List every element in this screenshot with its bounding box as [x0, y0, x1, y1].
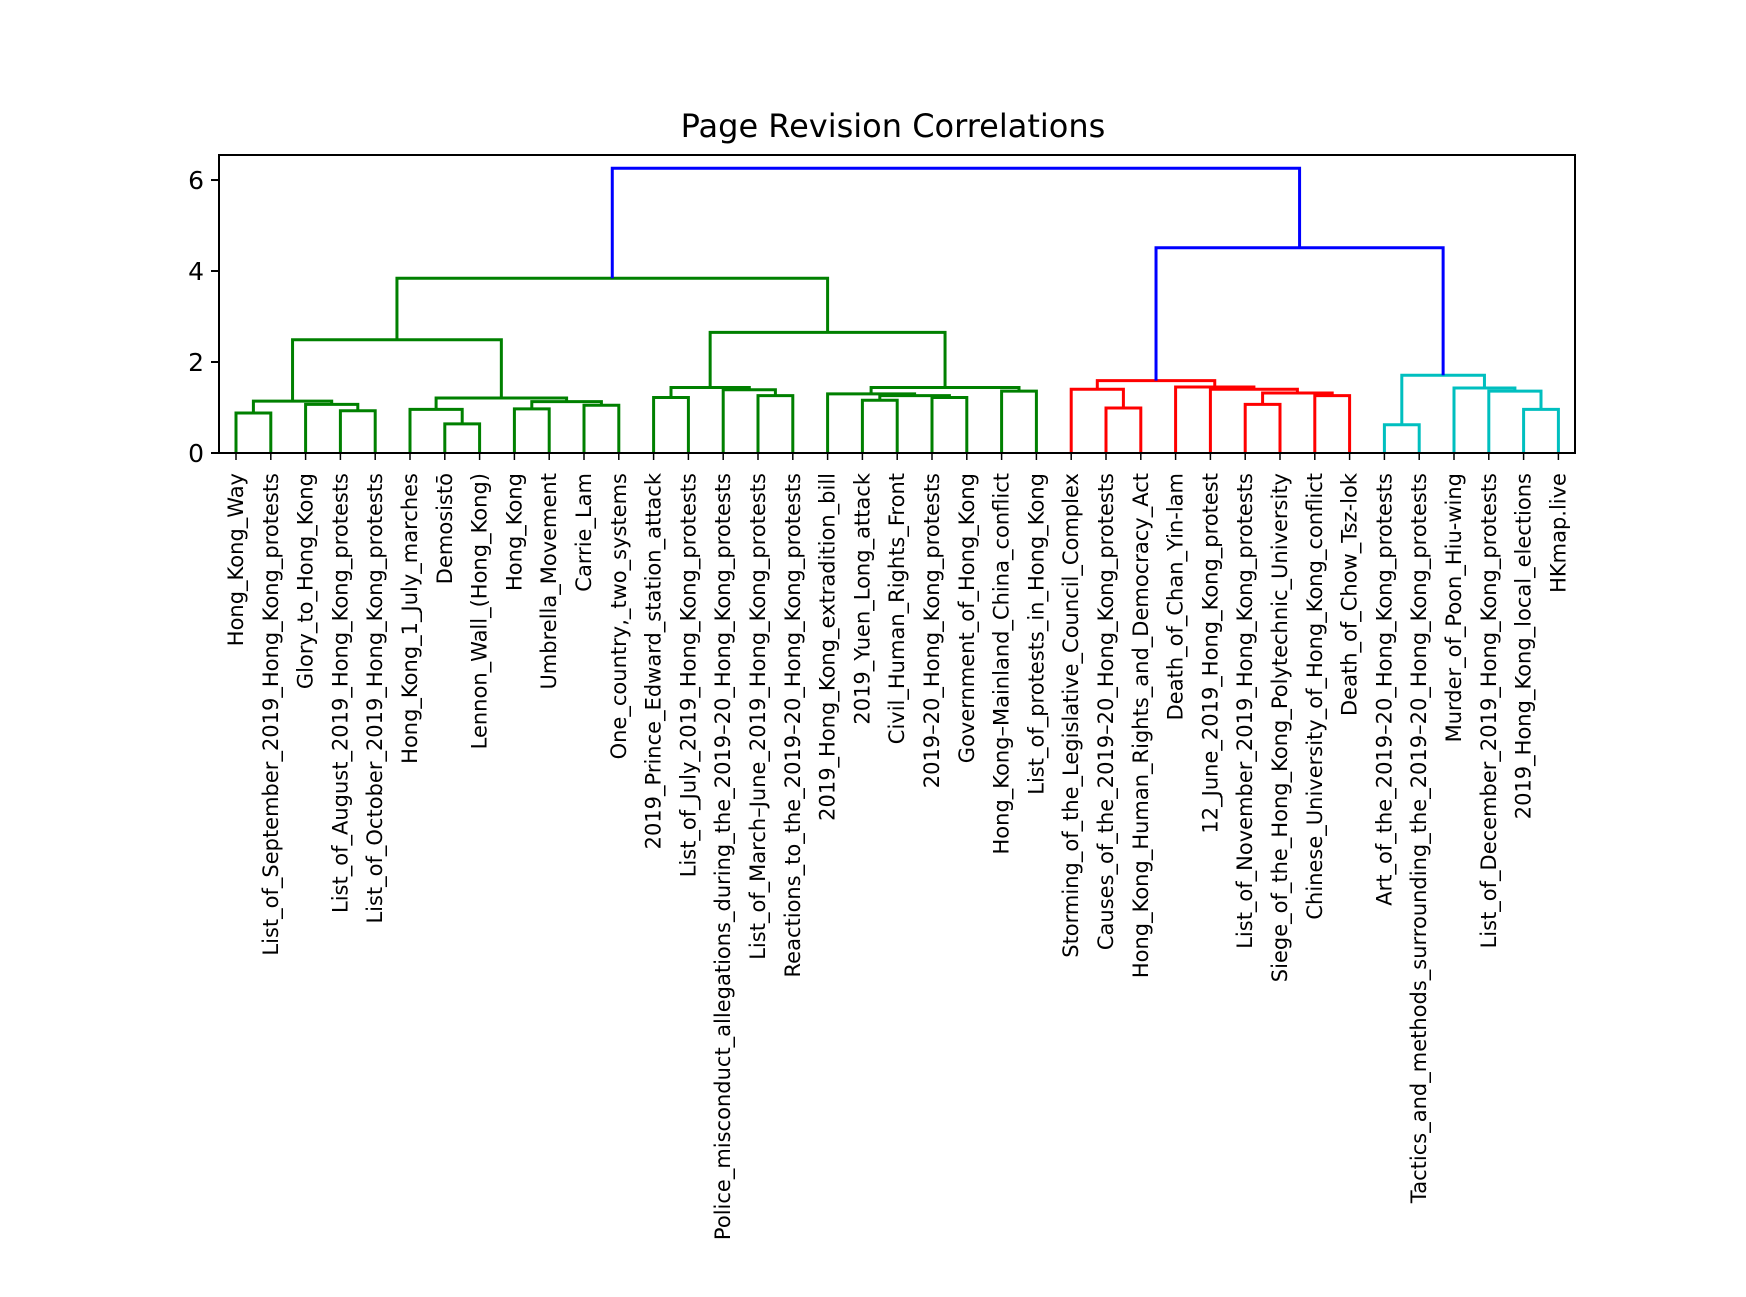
dendrogram-link: [652, 395, 690, 453]
leaf-label: List_of_November_2019_Hong_Kong_protests: [1233, 473, 1258, 949]
leaf-label: Glory_to_Hong_Kong: [294, 473, 319, 689]
leaf-label: One_country,_two_systems: [607, 473, 632, 759]
leaf-label: Police_misconduct_allegations_during_the…: [711, 473, 736, 1240]
dendrogram-link: [582, 403, 621, 453]
dendrogram-link: [512, 407, 551, 453]
dendrogram-link: [1452, 386, 1517, 453]
leaf-label: List_of_September_2019_Hong_Kong_protest…: [259, 473, 284, 956]
y-axis: 0 2 4 6: [188, 166, 219, 468]
leaf-label: Tactics_and_methods_surrounding_the_2019…: [1407, 473, 1432, 1204]
leaf-label: Civil_Human_Rights_Front: [885, 473, 910, 744]
chart-title: Page Revision Correlations: [681, 107, 1106, 145]
leaf-label: Causes_of_the_2019–20_Hong_Kong_protests: [1094, 473, 1119, 950]
dendrogram-link: [669, 385, 751, 398]
dendrogram-link: [1104, 406, 1143, 453]
dendrogram-links: [234, 166, 1560, 453]
leaf-label: Art_of_the_2019–20_Hong_Kong_protests: [1372, 473, 1397, 906]
leaf-label: Hong_Kong_Way: [224, 473, 249, 646]
leaf-label: Murder_of_Poon_Hiu-wing: [1442, 473, 1467, 742]
dendrogram-link: [1069, 387, 1125, 453]
leaf-label: Death_of_Chan_Yin-lam: [1164, 473, 1189, 720]
leaf-label: Demosistō: [433, 473, 457, 584]
leaf-label: List_of_July_2019_Hong_Kong_protests: [676, 473, 701, 877]
leaf-label: Hong_Kong_1_July_marches: [398, 473, 423, 764]
leaf-label: HKmap.live: [1546, 473, 1570, 593]
leaf-label: Hong_Kong–Mainland_China_conflict: [990, 473, 1015, 855]
y-tick-label: 6: [188, 166, 204, 195]
leaf-label: List_of_December_2019_Hong_Kong_protests: [1477, 473, 1502, 948]
leaf-label: List_of_protests_in_Hong_Kong: [1024, 473, 1049, 795]
leaf-label: 2019_Hong_Kong_extradition_bill: [816, 473, 841, 821]
leaf-label: Carrie_Lam: [572, 473, 597, 592]
leaf-label: Hong_Kong_Human_Rights_and_Democracy_Act: [1129, 473, 1154, 978]
dendrogram-link: [291, 338, 503, 402]
leaf-label: Hong_Kong: [502, 473, 527, 591]
leaf-label: Umbrella_Movement: [537, 473, 562, 690]
dendrogram-link: [930, 395, 969, 453]
leaf-labels: Hong_Kong_Way List_of_September_2019_Hong…: [224, 453, 1570, 1240]
dendrogram-link: [708, 330, 947, 388]
leaf-label: Siege_of_the_Hong_Kong_Polytechnic_Unive…: [1268, 473, 1293, 982]
leaf-label: 12_June_2019_Hong_Kong_protest: [1198, 473, 1223, 834]
dendrogram-link: [408, 407, 464, 453]
dendrogram-link: [1313, 394, 1352, 453]
dendrogram-link: [1154, 246, 1445, 381]
dendrogram-link: [1243, 402, 1282, 453]
leaf-label: 2019_Prince_Edward_station_attack: [642, 472, 667, 849]
dendrogram-link: [395, 276, 830, 340]
dendrogram-link: [1000, 389, 1038, 453]
y-tick-label: 4: [188, 257, 204, 286]
leaf-label: 2019–20_Hong_Kong_protests: [920, 473, 945, 788]
dendrogram-link: [434, 396, 569, 410]
dendrogram-link: [1522, 407, 1560, 453]
dendrogram-link: [1174, 385, 1256, 453]
leaf-label: List_of_August_2019_Hong_Kong_protests: [328, 473, 353, 913]
leaf-label: Death_of_Chow_Tsz-lok: [1338, 472, 1363, 716]
dendrogram-link: [338, 409, 377, 453]
dendrogram-link: [610, 166, 1302, 279]
dendrogram-link: [1400, 373, 1486, 425]
dendrogram-link: [234, 411, 273, 453]
leaf-label: Storming_of_the_Legislative_Council_Comp…: [1059, 473, 1084, 958]
dendrogram-link: [1382, 423, 1421, 453]
dendrogram-link: [443, 422, 482, 453]
dendrogram-link: [1487, 389, 1543, 453]
leaf-label: Chinese_University_of_Hong_Kong_conflict: [1303, 473, 1328, 920]
dendrogram-link: [869, 385, 1021, 394]
dendrogram-link: [878, 394, 951, 401]
leaf-label: List_of_October_2019_Hong_Kong_protests: [363, 473, 388, 924]
dendrogram-link: [1208, 387, 1299, 453]
y-tick-label: 0: [188, 439, 204, 468]
leaf-label: Government_of_Hong_Kong: [955, 473, 980, 763]
dendrogram-link: [721, 388, 777, 453]
dendrogram-link: [826, 392, 917, 453]
leaf-label: Reactions_to_the_2019–20_Hong_Kong_prote…: [781, 473, 806, 977]
leaf-label: 2019_Yuen_Long_attack: [850, 472, 875, 724]
dendrogram-link: [756, 394, 795, 453]
leaf-label: List_of_March–June_2019_Hong_Kong_protes…: [746, 473, 771, 960]
y-tick-label: 2: [188, 348, 204, 377]
dendrogram-link: [860, 398, 899, 453]
leaf-label: Lennon_Wall_(Hong_Kong): [468, 473, 493, 749]
leaf-label: 2019_Hong_Kong_local_elections: [1512, 473, 1537, 819]
